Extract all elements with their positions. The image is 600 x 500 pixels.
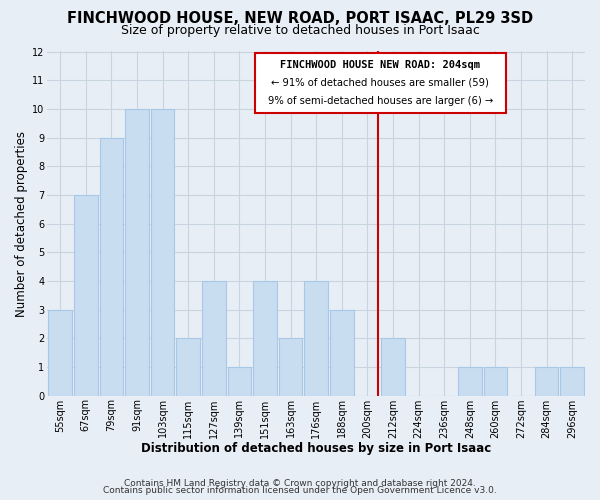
Bar: [381, 338, 405, 396]
Bar: [176, 338, 200, 396]
Bar: [125, 109, 149, 396]
Bar: [304, 281, 328, 396]
Text: Size of property relative to detached houses in Port Isaac: Size of property relative to detached ho…: [121, 24, 479, 37]
Bar: [49, 310, 72, 396]
Text: ← 91% of detached houses are smaller (59): ← 91% of detached houses are smaller (59…: [271, 78, 489, 88]
Bar: [202, 281, 226, 396]
Bar: [330, 310, 353, 396]
Bar: [279, 338, 302, 396]
Bar: [151, 109, 175, 396]
Bar: [535, 367, 559, 396]
Bar: [458, 367, 482, 396]
Text: FINCHWOOD HOUSE, NEW ROAD, PORT ISAAC, PL29 3SD: FINCHWOOD HOUSE, NEW ROAD, PORT ISAAC, P…: [67, 11, 533, 26]
Text: 9% of semi-detached houses are larger (6) →: 9% of semi-detached houses are larger (6…: [268, 96, 493, 106]
Text: Contains public sector information licensed under the Open Government Licence v3: Contains public sector information licen…: [103, 486, 497, 495]
Bar: [100, 138, 123, 396]
Text: FINCHWOOD HOUSE NEW ROAD: 204sqm: FINCHWOOD HOUSE NEW ROAD: 204sqm: [280, 60, 480, 70]
Text: Contains HM Land Registry data © Crown copyright and database right 2024.: Contains HM Land Registry data © Crown c…: [124, 478, 476, 488]
Bar: [560, 367, 584, 396]
X-axis label: Distribution of detached houses by size in Port Isaac: Distribution of detached houses by size …: [141, 442, 491, 455]
Y-axis label: Number of detached properties: Number of detached properties: [15, 130, 28, 316]
Bar: [74, 195, 98, 396]
FancyBboxPatch shape: [255, 53, 506, 113]
Bar: [227, 367, 251, 396]
Bar: [484, 367, 507, 396]
Bar: [253, 281, 277, 396]
